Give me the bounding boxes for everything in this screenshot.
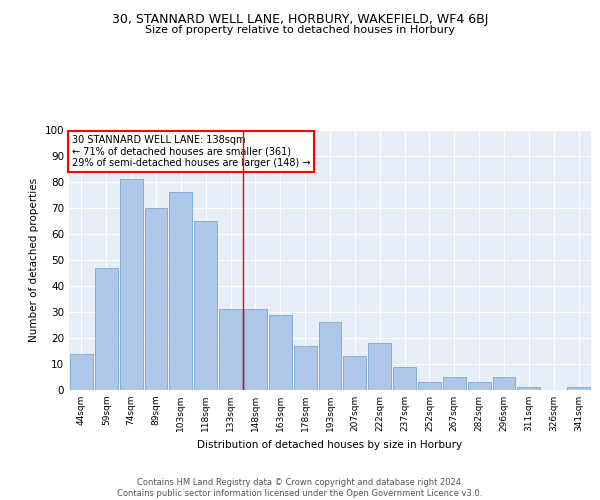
Bar (70, 354, 93, 390)
Bar (194, 221, 217, 390)
Text: 30 STANNARD WELL LANE: 138sqm
← 71% of detached houses are smaller (361)
29% of : 30 STANNARD WELL LANE: 138sqm ← 71% of d… (71, 135, 310, 168)
Bar (368, 343, 391, 390)
Text: Size of property relative to detached houses in Horbury: Size of property relative to detached ho… (145, 25, 455, 35)
Bar (269, 314, 292, 390)
Text: Contains HM Land Registry data © Crown copyright and database right 2024.
Contai: Contains HM Land Registry data © Crown c… (118, 478, 482, 498)
Bar (493, 377, 515, 390)
Text: 30, STANNARD WELL LANE, HORBURY, WAKEFIELD, WF4 6BJ: 30, STANNARD WELL LANE, HORBURY, WAKEFIE… (112, 12, 488, 26)
Bar (169, 192, 192, 390)
Bar (393, 366, 416, 390)
Bar (319, 322, 341, 390)
Bar (343, 356, 366, 390)
X-axis label: Distribution of detached houses by size in Horbury: Distribution of detached houses by size … (197, 440, 463, 450)
Bar (443, 377, 466, 390)
Bar (95, 268, 118, 390)
Bar (244, 310, 267, 390)
Bar (517, 388, 540, 390)
Y-axis label: Number of detached properties: Number of detached properties (29, 178, 39, 342)
Bar (418, 382, 441, 390)
Bar (120, 180, 143, 390)
Bar (145, 208, 167, 390)
Bar (468, 382, 491, 390)
Bar (294, 346, 317, 390)
Bar (219, 310, 242, 390)
Bar (567, 388, 590, 390)
